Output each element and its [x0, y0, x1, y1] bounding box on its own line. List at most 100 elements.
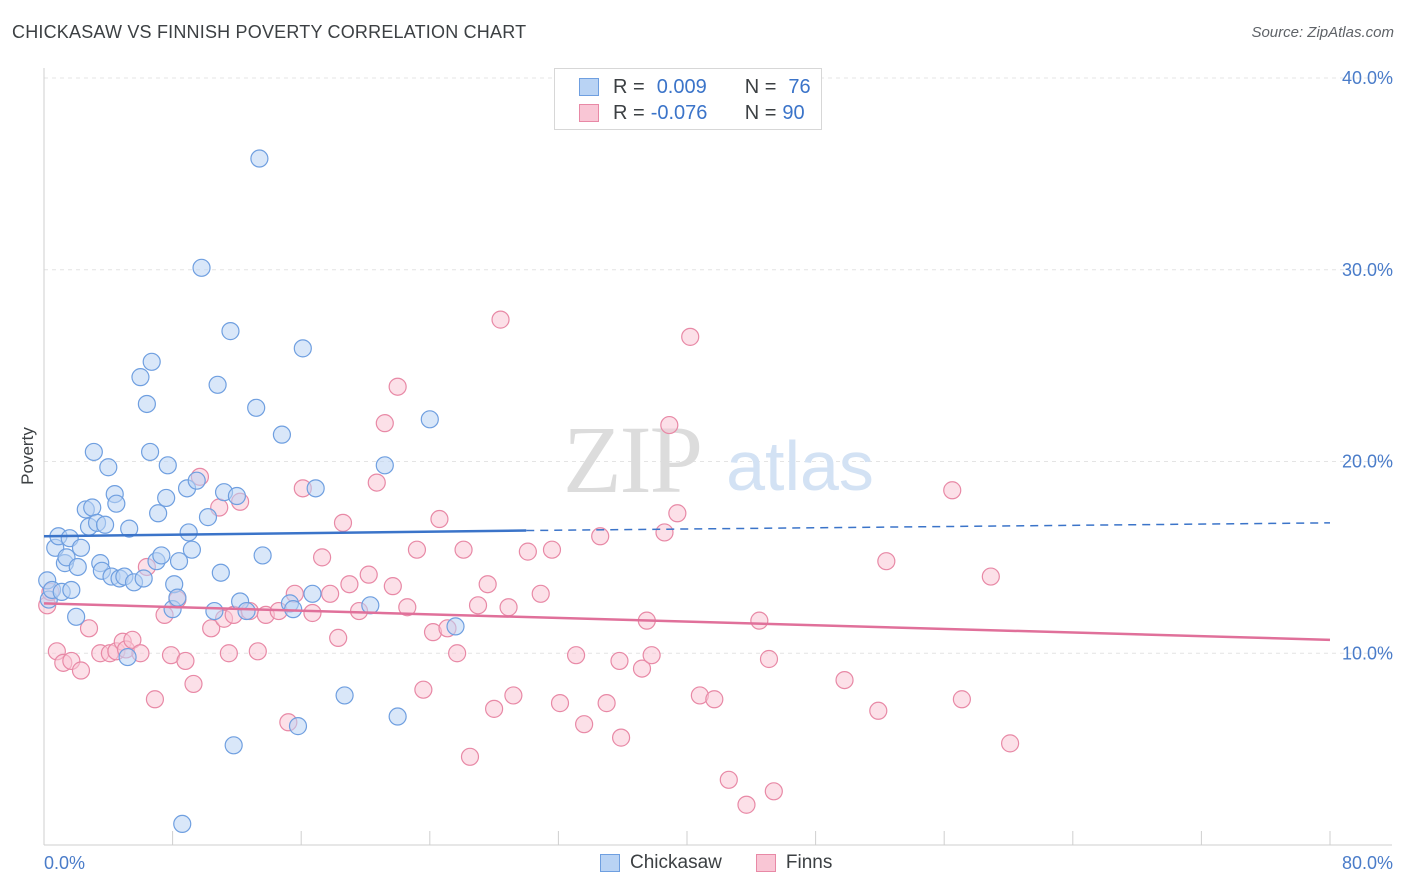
trend-lines [43, 522, 1331, 642]
finns-point-61 [504, 686, 523, 705]
finns-point-5 [71, 661, 91, 680]
chickasaw-point-62 [253, 546, 272, 565]
finns-point-19 [176, 651, 195, 671]
finns-point-40 [340, 575, 359, 594]
finns-point-38 [329, 628, 348, 648]
legend-n-value: 76 [788, 75, 811, 98]
chickasaw-point-63 [272, 425, 292, 444]
finns-point-67 [575, 715, 594, 734]
finns-point-39 [333, 513, 353, 532]
finns-point-70 [610, 651, 629, 671]
chickasaw-point-30 [131, 368, 150, 387]
chickasaw-point-48 [187, 471, 206, 490]
x-tick-label-1: 80.0% [1342, 853, 1393, 873]
finns-point-62 [518, 542, 537, 561]
legend-r-value: 0.009 [656, 75, 707, 98]
finns-point-48 [407, 540, 427, 559]
finns-point-25 [219, 644, 238, 663]
finns-point-78 [681, 327, 700, 346]
chickasaw-point-21 [99, 458, 118, 477]
finns-point-89 [943, 481, 962, 500]
finns-point-92 [1001, 734, 1020, 753]
finns-point-54 [454, 540, 473, 559]
legend-swatch-finns [755, 854, 776, 872]
finns-point-6 [79, 619, 99, 638]
finns-point-15 [145, 690, 165, 709]
legend-r-label: R = [613, 101, 645, 124]
finns-point-12 [123, 630, 142, 649]
finns-point-68 [591, 527, 610, 546]
legend-row-finns: R = -0.076 N = 90 [579, 101, 805, 125]
finns-point-58 [485, 699, 504, 718]
finns-point-84 [759, 649, 779, 669]
finns-point-87 [869, 701, 888, 720]
finns-point-86 [835, 670, 854, 690]
finns-point-46 [388, 377, 407, 396]
chickasaw-point-55 [221, 322, 240, 341]
finns-point-55 [460, 747, 480, 766]
chickasaw-point-11 [68, 557, 87, 577]
finns-point-69 [597, 694, 616, 713]
chickasaw-point-15 [83, 498, 102, 517]
y-tick-label-2: 30.0% [1342, 260, 1393, 280]
finns-point-74 [642, 646, 661, 665]
finns-point-82 [737, 795, 756, 814]
chickasaw-point-53 [211, 563, 230, 582]
legend-swatch-chickasaw [600, 854, 620, 872]
finns-point-56 [468, 596, 488, 615]
chickasaw-point-38 [157, 488, 176, 508]
finns-point-85 [764, 782, 783, 801]
chickasaw-point-70 [335, 686, 354, 705]
finns-point-83 [750, 611, 769, 630]
finns-point-71 [611, 728, 631, 747]
chickasaw-point-39 [158, 456, 177, 475]
legend-swatch-finns [579, 104, 599, 122]
finns-point-76 [660, 415, 679, 435]
chickasaw-point-51 [205, 601, 224, 621]
chickasaw-point-73 [388, 707, 407, 726]
watermark-zip: ZIP [563, 406, 701, 513]
chickasaw-point-50 [198, 508, 218, 527]
chickasaw-trend-extension [526, 522, 1331, 532]
legend-label-chickasaw: Chickasaw [630, 852, 722, 873]
watermark-atlas: atlas [726, 427, 874, 505]
y-tick-label-3: 40.0% [1342, 68, 1393, 88]
x-tick-labels: 0.0% 80.0% [44, 853, 1393, 873]
finns-point-37 [321, 584, 340, 603]
finns-point-57 [478, 575, 497, 594]
finns-point-44 [375, 414, 394, 433]
finns-point-45 [383, 577, 402, 596]
finns-point-65 [550, 694, 570, 713]
chickasaw-point-72 [375, 456, 394, 475]
finns-point-51 [430, 509, 449, 529]
chickasaw-trend-line [43, 529, 527, 538]
chickasaw-point-28 [120, 519, 139, 538]
finns-point-20 [184, 674, 203, 694]
finns-point-36 [312, 548, 332, 567]
legend-swatch-chickasaw [579, 78, 599, 96]
finns-point-22 [202, 619, 221, 638]
chickasaw-point-57 [227, 486, 246, 506]
finns-point-81 [719, 770, 738, 789]
legend-item-chickasaw: Chickasaw [600, 852, 722, 874]
chickasaw-point-43 [169, 552, 189, 571]
axes [43, 68, 1392, 846]
chickasaw-point-24 [107, 494, 126, 513]
legend-row-chickasaw: R = 0.009 N = 76 [579, 75, 811, 99]
finns-point-72 [632, 659, 652, 678]
finns-point-35 [303, 603, 322, 623]
chickasaw-point-31 [134, 569, 153, 588]
chart-title: CHICKASAW VS FINNISH POVERTY CORRELATION… [12, 22, 527, 42]
chickasaw-point-49 [192, 258, 211, 277]
chickasaw-point-27 [118, 647, 137, 667]
series-chickasaw [38, 149, 465, 834]
chickasaw-point-66 [288, 717, 308, 736]
legend-label-finns: Finns [785, 852, 833, 873]
legend-r-value: -0.076 [650, 101, 708, 124]
finns-point-29 [248, 642, 267, 661]
x-tick-label-0: 0.0% [44, 853, 85, 873]
series-legend: Chickasaw Finns [600, 852, 866, 874]
chickasaw-point-68 [303, 584, 322, 603]
chickasaw-point-75 [446, 617, 465, 636]
